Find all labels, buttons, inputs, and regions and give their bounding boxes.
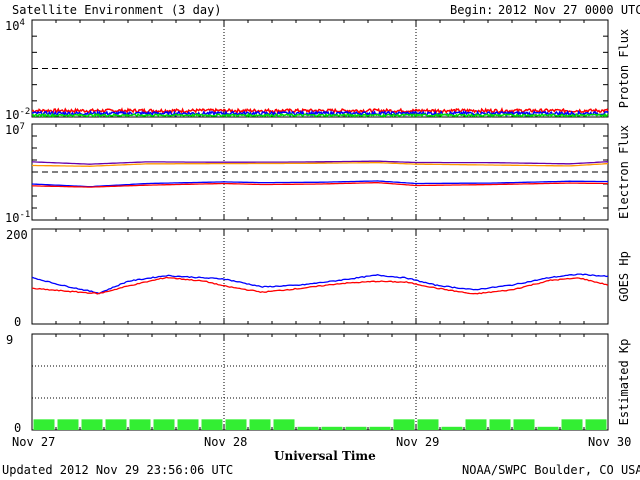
credit-text: NOAA/SWPC Boulder, CO USA <box>462 463 640 477</box>
kp-bar <box>561 419 583 430</box>
kp-bar <box>369 426 391 430</box>
series-line-blue <box>31 273 609 295</box>
y-axis-label: Electron Flux <box>617 125 631 219</box>
panel-4: Estimated Kp 9 0 <box>6 333 631 435</box>
x-tick-label: Nov 28 <box>204 435 247 449</box>
panel-frame <box>31 19 609 118</box>
y-axis-label: GOES Hp <box>617 251 631 302</box>
x-tick-label: Nov 30 <box>588 435 631 449</box>
x-axis-label: Universal Time <box>274 449 376 463</box>
kp-bar <box>33 419 55 430</box>
y-axis-label: Estimated Kp <box>617 339 631 426</box>
series-line-green <box>31 112 609 118</box>
x-tick-label: Nov 27 <box>12 435 55 449</box>
updated-timestamp: Updated 2012 Nov 29 23:56:06 UTC <box>2 463 234 477</box>
panel-3: GOES Hp 200 0 <box>6 228 631 329</box>
kp-bar <box>345 426 367 430</box>
kp-bar <box>81 419 103 430</box>
kp-bar <box>393 419 415 430</box>
panel-1: Proton Flux 104 10-2 <box>5 18 631 122</box>
y-tick-label: 104 <box>5 18 25 33</box>
chart-title: Satellite Environment (3 day) <box>12 3 222 17</box>
y-tick-label: 0 <box>14 421 21 435</box>
kp-bar <box>321 426 343 430</box>
y-tick-label: 9 <box>6 333 13 347</box>
series-line-red <box>32 181 608 188</box>
series-line-red <box>31 106 609 115</box>
panel-frame <box>31 228 609 325</box>
series-line-purple <box>32 160 609 165</box>
y-axis-label: Proton Flux <box>617 29 631 108</box>
kp-bar <box>513 419 535 430</box>
kp-bar <box>585 419 607 430</box>
y-tick-label: 200 <box>6 228 28 242</box>
kp-bar <box>105 419 127 430</box>
begin-value: 2012 Nov 27 0000 UTC <box>498 3 640 17</box>
begin-label: Begin: <box>450 3 494 17</box>
series-line-orange <box>32 162 609 167</box>
y-tick-label: 107 <box>5 122 25 137</box>
kp-bar <box>153 419 175 430</box>
kp-bar <box>225 419 247 430</box>
kp-bar <box>57 419 79 430</box>
kp-bar <box>297 426 319 430</box>
kp-bar <box>489 419 511 430</box>
series-line-red <box>31 276 609 295</box>
kp-bar <box>537 426 559 430</box>
kp-bar <box>417 419 439 430</box>
kp-bar <box>129 419 151 430</box>
y-tick-label: 0 <box>14 315 21 329</box>
kp-bar <box>201 419 223 430</box>
kp-bar <box>465 419 487 430</box>
panel-frame <box>31 123 609 221</box>
kp-bar <box>273 419 295 430</box>
panel-frame <box>31 333 609 431</box>
kp-bar <box>249 419 271 430</box>
series-line-blue <box>31 109 609 118</box>
x-tick-label: Nov 29 <box>396 435 439 449</box>
y-tick-label: 10-1 <box>5 210 30 225</box>
panel-2: Electron Flux 107 10-1 <box>5 122 631 225</box>
y-tick-label: 10-2 <box>5 107 30 122</box>
kp-bar <box>441 426 463 430</box>
kp-bar <box>177 419 199 430</box>
series-line-blue <box>31 180 609 188</box>
